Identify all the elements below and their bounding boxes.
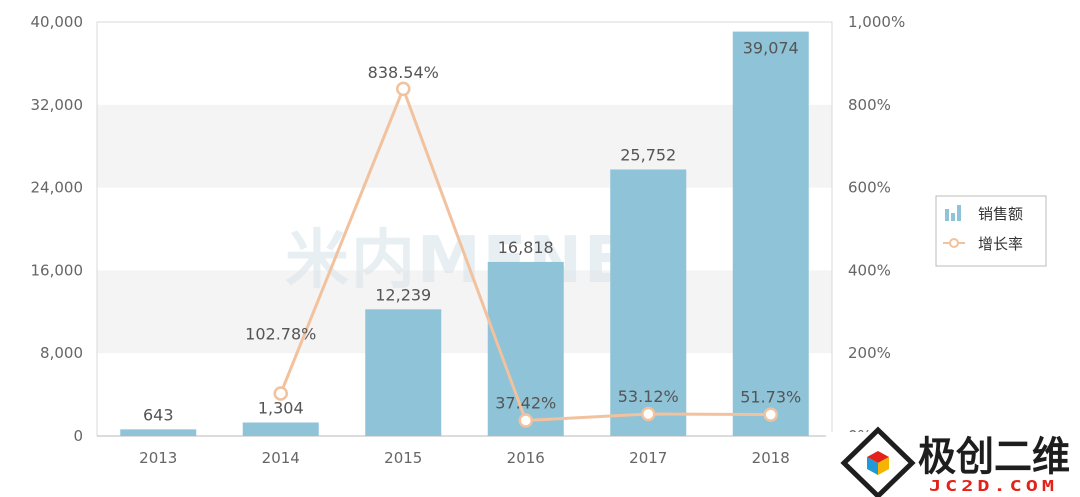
bar [120, 429, 197, 436]
y-right-tick-label: 800% [848, 96, 891, 114]
bar-value-label: 25,752 [620, 145, 676, 164]
line-point [763, 407, 778, 422]
bar-value-label: 39,074 [743, 39, 799, 58]
grid-band [97, 104, 832, 188]
line-value-label: 838.54% [368, 63, 439, 82]
legend: 销售额 增长率 [935, 195, 1047, 267]
bar-value-label: 16,818 [498, 238, 554, 257]
bar [242, 422, 319, 436]
axes: 08,00016,00024,00032,00040,0000%200%400%… [31, 13, 906, 467]
y-right-tick-label: 600% [848, 179, 891, 197]
grid-band [97, 270, 832, 354]
line-value-label: 37.42% [495, 394, 556, 413]
legend-line-icon [943, 238, 965, 248]
watermark-text: 米内MENET [285, 224, 675, 298]
x-tick-label: 2017 [629, 449, 667, 467]
logo-chinese-text: 极创二维 [918, 434, 1070, 480]
bar-value-label: 643 [143, 405, 174, 424]
y-right-tick-label: 1,000% [848, 13, 905, 31]
line-point [641, 406, 656, 422]
y-left-tick-label: 8,000 [40, 344, 83, 362]
y-left-tick-label: 40,000 [31, 13, 84, 31]
x-tick-label: 2018 [752, 449, 790, 467]
legend-label-sales: 销售额 [978, 205, 1023, 223]
legend-label-growth: 增长率 [978, 235, 1023, 253]
bar [365, 309, 442, 436]
bar-value-label: 1,304 [258, 399, 304, 418]
grid-bands [97, 104, 832, 354]
data-labels: 643 1,304 12,239 16,818 25,752 39,074 102.78% 8… [143, 39, 801, 425]
logo-english-text: JC2D.COM [929, 477, 1058, 495]
line-value-label: 53.12% [618, 387, 679, 406]
line-point [273, 386, 288, 401]
legend-bar-icon [945, 205, 961, 221]
x-tick-label: 2016 [507, 449, 545, 467]
bar [610, 169, 687, 436]
line-series [273, 81, 778, 428]
y-right-tick-label: 200% [848, 344, 891, 362]
bar [732, 31, 809, 436]
y-left-tick-label: 24,000 [31, 179, 84, 197]
line-point [396, 81, 411, 97]
y-left-tick-label: 32,000 [31, 96, 84, 114]
line-value-label: 102.78% [245, 324, 316, 343]
brand-logo: 极创二维 JC2D.COM [826, 426, 1080, 497]
bar-series [120, 31, 809, 436]
x-tick-label: 2013 [139, 449, 177, 467]
y-right-tick-label: 400% [848, 261, 891, 279]
y-left-tick-label: 16,000 [31, 261, 84, 279]
line-value-label: 51.73% [740, 388, 801, 407]
legend-box [935, 195, 1047, 267]
y-left-tick-label: 0 [73, 427, 83, 445]
bar-value-label: 12,239 [375, 285, 431, 304]
cube-icon [840, 426, 916, 497]
x-tick-label: 2015 [384, 449, 422, 467]
x-tick-label: 2014 [262, 449, 300, 467]
line-point [518, 413, 533, 428]
